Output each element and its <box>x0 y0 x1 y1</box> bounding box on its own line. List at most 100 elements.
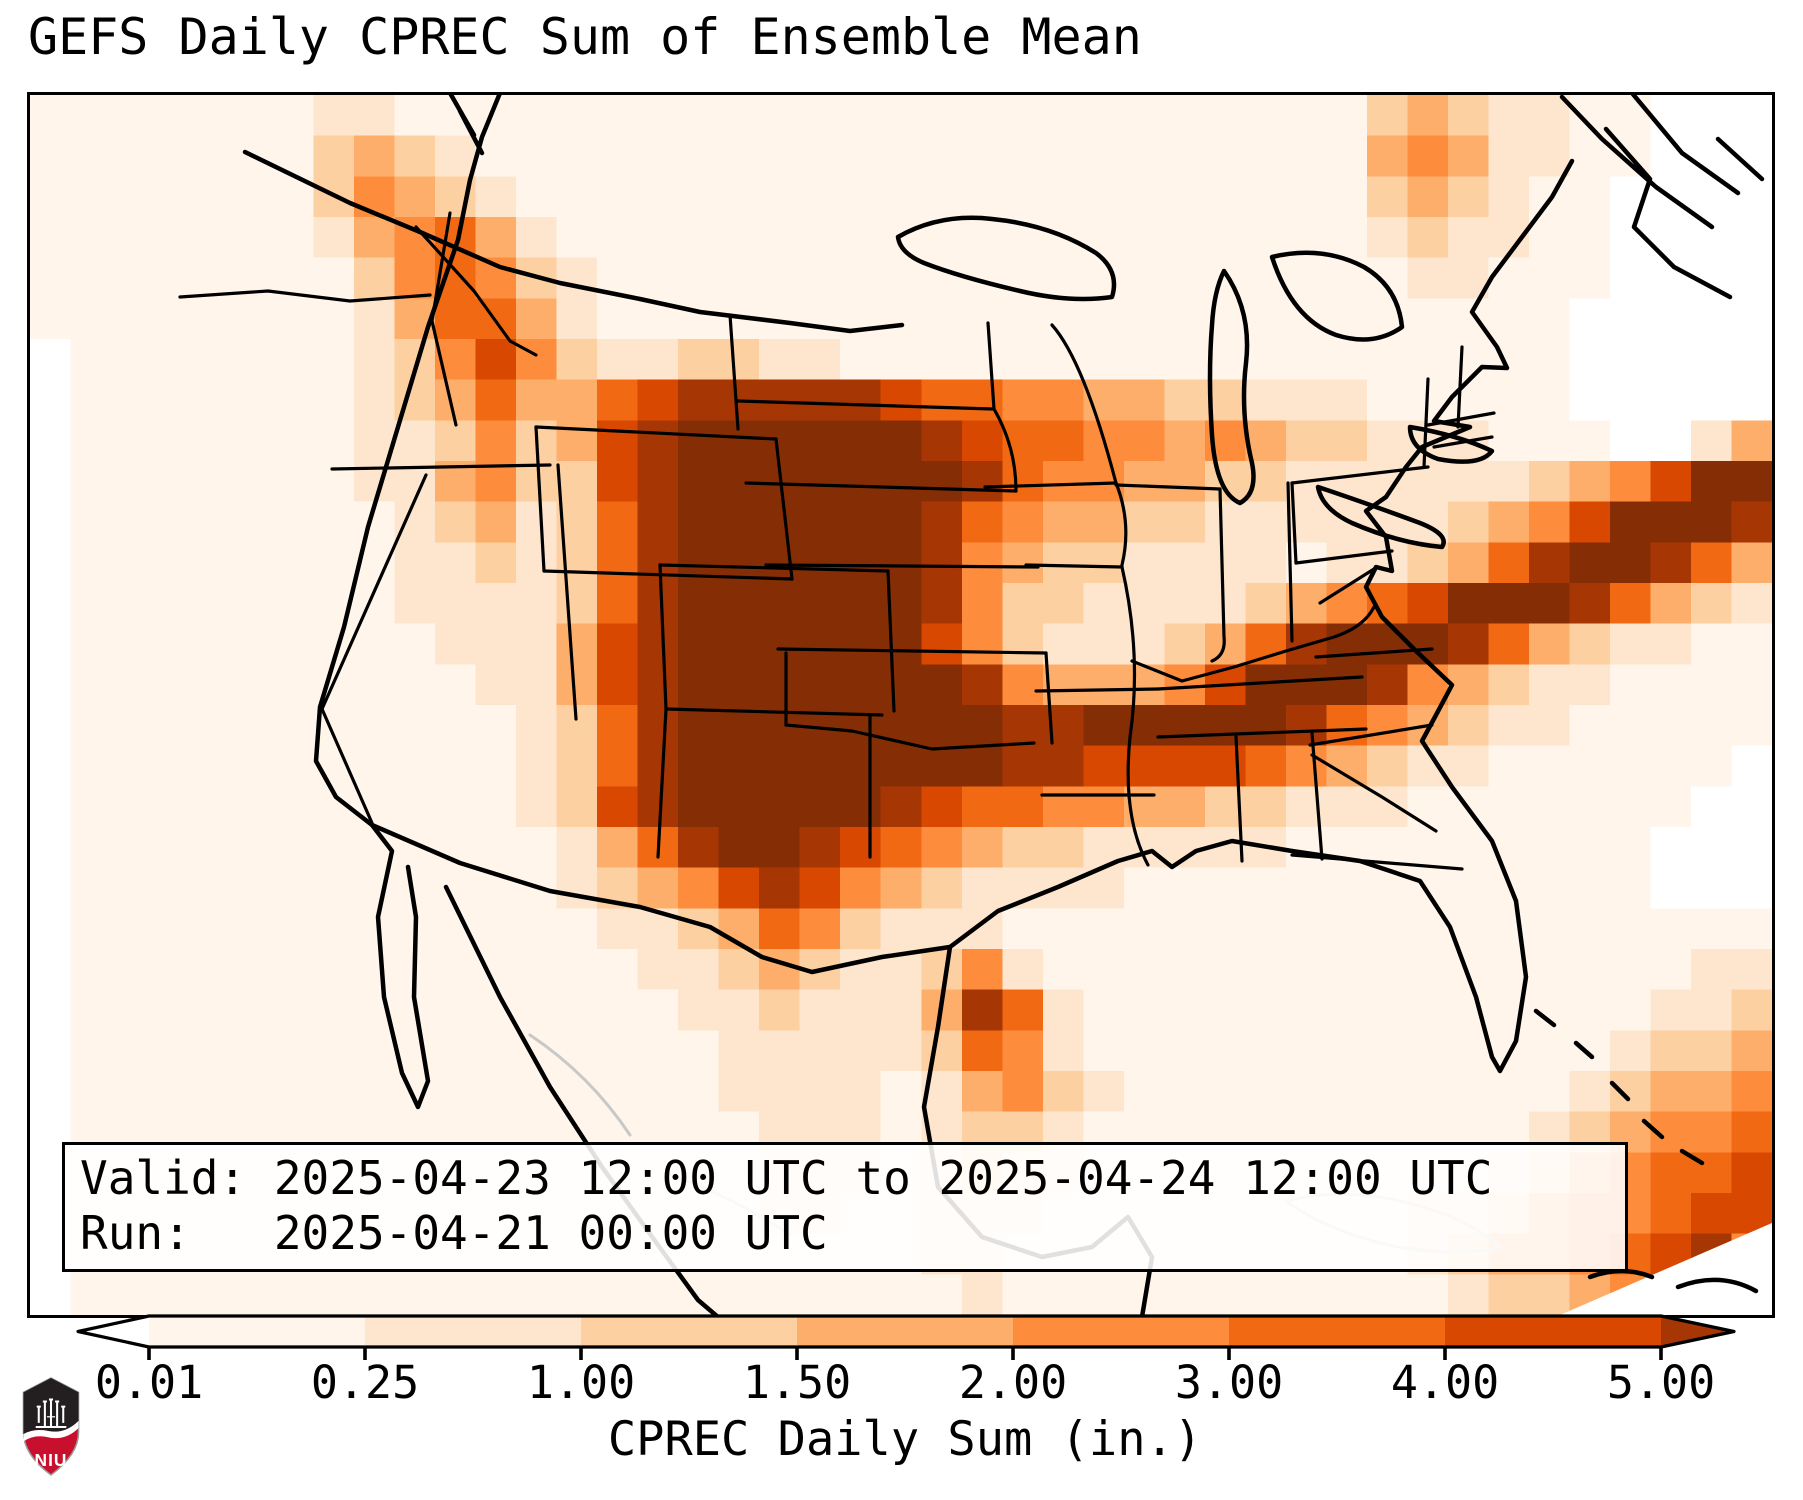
precip-cell <box>1042 1274 1085 1315</box>
precip-cell <box>232 908 274 950</box>
precip-cell <box>1123 176 1166 218</box>
precip-cell <box>1650 664 1692 706</box>
state-border-path <box>1422 377 1430 469</box>
precip-cell <box>192 1071 234 1113</box>
precip-cell <box>1690 1030 1733 1072</box>
precip-cell <box>637 1274 679 1315</box>
precip-cell <box>1002 583 1044 625</box>
precip-cell <box>354 217 396 259</box>
precip-cell <box>1569 827 1611 869</box>
precip-cell <box>1164 542 1206 584</box>
precip-cell <box>151 949 193 991</box>
precip-cell <box>1528 786 1571 828</box>
precip-cell <box>597 1274 639 1315</box>
precip-cell <box>1002 949 1044 991</box>
precip-cell <box>1285 135 1328 178</box>
precip-cell <box>313 867 355 910</box>
precip-cell <box>759 827 801 869</box>
precip-cell <box>799 339 842 381</box>
precip-cell <box>1083 705 1125 747</box>
precip-cell <box>313 379 355 422</box>
precip-cell <box>759 1030 801 1072</box>
precip-cell <box>1609 989 1652 1032</box>
precip-cell <box>1731 461 1772 503</box>
precip-cell <box>313 257 355 300</box>
precip-cell <box>1407 664 1449 706</box>
precip-cell <box>1650 420 1692 462</box>
precip-cell <box>1407 95 1449 137</box>
precip-cell <box>840 298 882 340</box>
precip-cell <box>273 705 315 747</box>
precip-cell <box>1002 664 1044 706</box>
precip-cell <box>678 745 720 788</box>
precip-cell <box>637 786 679 828</box>
precip-cell <box>556 867 598 910</box>
precip-cell <box>192 786 234 828</box>
state-border-path <box>784 723 1036 751</box>
precip-cell <box>921 461 963 503</box>
state-border-path <box>658 563 890 573</box>
precip-cell <box>556 95 598 137</box>
precip-cell <box>70 1071 112 1113</box>
state-border-path <box>1234 735 1244 863</box>
precip-cell <box>435 745 477 788</box>
precip-cell <box>1083 1274 1125 1315</box>
precip-cell <box>678 949 720 991</box>
precip-cell <box>151 135 193 178</box>
precip-cell <box>718 664 761 706</box>
precip-cell <box>1690 867 1733 910</box>
precip-cell <box>1731 298 1772 340</box>
precip-cell <box>70 786 112 828</box>
precip-cell <box>840 176 882 218</box>
precip-cell <box>1366 339 1409 381</box>
precip-cell <box>1690 786 1733 828</box>
precip-cell <box>435 623 477 666</box>
precip-cell <box>1488 583 1530 625</box>
precip-cell <box>30 827 72 869</box>
precip-cell <box>1366 908 1409 950</box>
precip-cell <box>1245 176 1287 218</box>
precip-cell <box>1528 217 1571 259</box>
precip-cell <box>597 786 639 828</box>
precip-cell <box>1447 623 1490 666</box>
precip-cell <box>921 135 963 178</box>
precip-cell <box>840 1274 882 1315</box>
precip-cell <box>1569 908 1611 950</box>
precip-cell <box>1528 1071 1571 1113</box>
precip-cell <box>678 583 720 625</box>
precip-cell <box>1488 420 1530 462</box>
precip-cell <box>1569 989 1611 1032</box>
precip-cell <box>1447 583 1490 625</box>
precip-cell <box>556 379 598 422</box>
state-border-path <box>992 407 1018 493</box>
precip-cell <box>70 867 112 910</box>
precip-cell <box>1164 257 1206 300</box>
precip-cell <box>1650 583 1692 625</box>
colorbar <box>76 1314 1736 1360</box>
colorbar-segment <box>797 1316 1013 1347</box>
precip-cell <box>1002 705 1044 747</box>
precip-cell <box>30 583 72 625</box>
precip-cell <box>1731 95 1772 137</box>
precip-cell <box>70 298 112 340</box>
precip-cell <box>556 176 598 218</box>
precip-cell <box>111 379 153 422</box>
precip-cell <box>799 827 842 869</box>
precip-cell <box>1366 745 1409 788</box>
precip-cell <box>759 908 801 950</box>
precip-cell <box>1123 989 1166 1032</box>
precip-cell <box>718 989 761 1032</box>
precip-cell <box>30 949 72 991</box>
precip-cell <box>921 1274 963 1315</box>
precip-cell <box>1083 542 1125 584</box>
precip-cell <box>880 298 923 340</box>
precip-cell <box>1204 867 1247 910</box>
precip-cell <box>759 420 801 462</box>
precip-cell <box>1164 339 1206 381</box>
precip-cell <box>516 339 558 381</box>
state-border-path <box>986 321 996 411</box>
precip-cell <box>1002 745 1044 788</box>
precip-cell <box>354 298 396 340</box>
precip-cell <box>1569 867 1611 910</box>
precip-cell <box>1447 217 1490 259</box>
